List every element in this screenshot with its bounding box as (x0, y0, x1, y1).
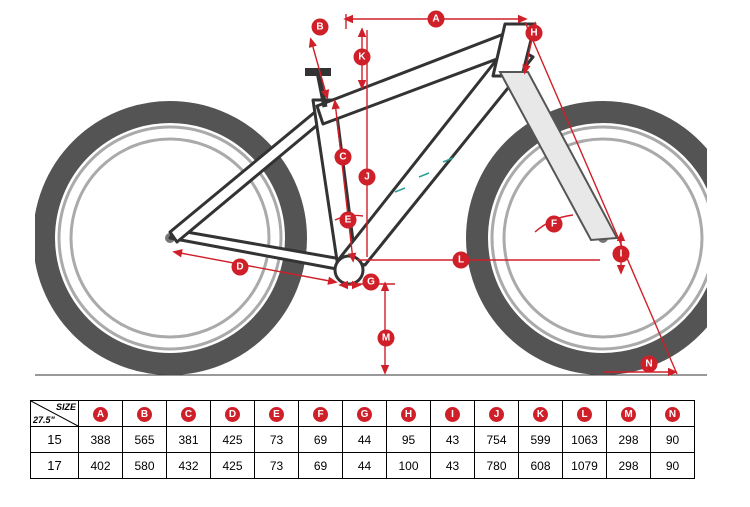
value-cell: 90 (651, 453, 695, 479)
col-header: H (387, 401, 431, 427)
value-cell: 100 (387, 453, 431, 479)
col-header: N (651, 401, 695, 427)
value-cell: 73 (255, 453, 299, 479)
geometry-data-table: SIZE 27.5" A B C D E F G H I J K L M N (30, 400, 695, 479)
value-cell: 402 (79, 453, 123, 479)
col-header: F (299, 401, 343, 427)
bike-geometry-diagram: A B C D E F G H I J K L M N (35, 2, 707, 382)
dim-label-D: D (232, 259, 249, 276)
dim-label-C: C (335, 149, 352, 166)
col-header: A (79, 401, 123, 427)
value-cell: 69 (299, 453, 343, 479)
value-cell: 298 (607, 453, 651, 479)
value-cell: 1079 (563, 453, 607, 479)
col-header: C (167, 401, 211, 427)
col-header: K (519, 401, 563, 427)
value-cell: 425 (211, 427, 255, 453)
col-header: E (255, 401, 299, 427)
value-cell: 780 (475, 453, 519, 479)
dim-label-B: B (312, 19, 329, 36)
col-header: G (343, 401, 387, 427)
dim-label-A: A (428, 11, 445, 28)
table-row: 17 402 580 432 425 73 69 44 100 43 780 6… (31, 453, 695, 479)
dim-label-E: E (340, 212, 357, 229)
value-cell: 608 (519, 453, 563, 479)
value-cell: 44 (343, 427, 387, 453)
value-cell: 599 (519, 427, 563, 453)
col-header: B (123, 401, 167, 427)
col-header: J (475, 401, 519, 427)
dim-label-G: G (363, 274, 380, 291)
value-cell: 754 (475, 427, 519, 453)
size-cell: 17 (31, 453, 79, 479)
value-cell: 90 (651, 427, 695, 453)
dim-label-N: N (641, 356, 658, 373)
size-label: SIZE (56, 402, 76, 412)
value-cell: 73 (255, 427, 299, 453)
value-cell: 1063 (563, 427, 607, 453)
dim-label-H: H (526, 25, 543, 42)
dim-label-J: J (359, 169, 376, 186)
wheelsize-label: 27.5" (33, 415, 55, 425)
value-cell: 565 (123, 427, 167, 453)
table-row: 15 388 565 381 425 73 69 44 95 43 754 59… (31, 427, 695, 453)
diagram-svg (35, 2, 707, 384)
value-cell: 43 (431, 427, 475, 453)
value-cell: 381 (167, 427, 211, 453)
table-header-row: SIZE 27.5" A B C D E F G H I J K L M N (31, 401, 695, 427)
size-header-cell: SIZE 27.5" (31, 401, 79, 427)
value-cell: 44 (343, 453, 387, 479)
col-header: D (211, 401, 255, 427)
dim-label-I: I (613, 246, 630, 263)
value-cell: 69 (299, 427, 343, 453)
dim-label-K: K (354, 49, 371, 66)
dim-label-L: L (453, 252, 470, 269)
value-cell: 43 (431, 453, 475, 479)
col-header: M (607, 401, 651, 427)
geometry-table: SIZE 27.5" A B C D E F G H I J K L M N (30, 400, 695, 479)
value-cell: 95 (387, 427, 431, 453)
value-cell: 432 (167, 453, 211, 479)
dim-label-M: M (378, 330, 395, 347)
value-cell: 425 (211, 453, 255, 479)
value-cell: 580 (123, 453, 167, 479)
value-cell: 298 (607, 427, 651, 453)
value-cell: 388 (79, 427, 123, 453)
col-header: L (563, 401, 607, 427)
col-header: I (431, 401, 475, 427)
size-cell: 15 (31, 427, 79, 453)
dim-label-F: F (546, 216, 563, 233)
